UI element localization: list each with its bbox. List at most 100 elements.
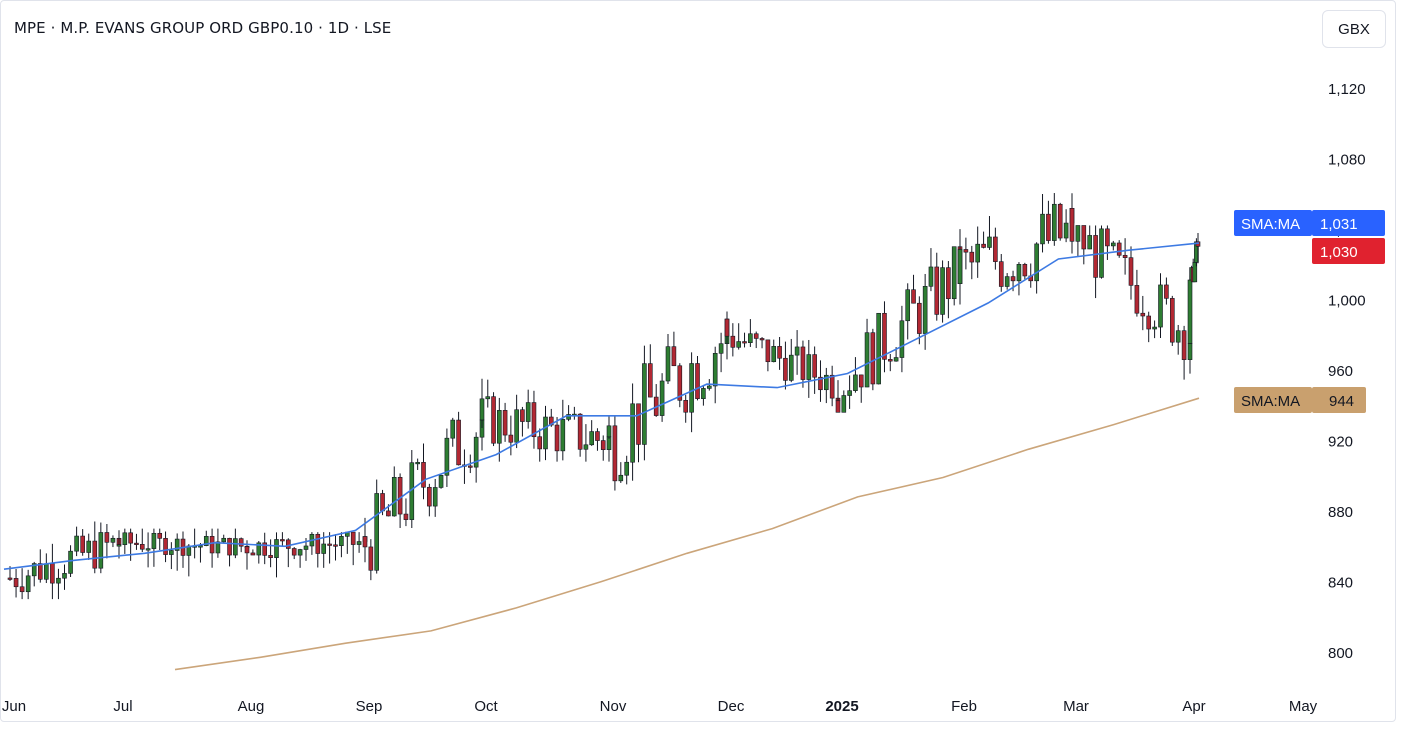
candle-up (1087, 235, 1092, 250)
candle-down (13, 578, 19, 588)
x-tick-label: Feb (951, 698, 977, 715)
candle-down (917, 302, 922, 334)
x-tick-label: Apr (1182, 698, 1205, 715)
candle-up (321, 543, 327, 554)
candle-down (1105, 228, 1110, 247)
candle-down (50, 563, 55, 584)
candle-up (847, 390, 852, 396)
candle-up (233, 538, 238, 556)
x-tick-label: May (1289, 698, 1318, 715)
candle-up (706, 385, 712, 389)
candle-up (806, 354, 812, 380)
candle-up (1158, 284, 1163, 328)
candle-up (256, 542, 262, 556)
candle-up (1004, 276, 1010, 287)
candle-up (566, 414, 571, 420)
x-tick-label: Jun (2, 698, 26, 715)
candle-down (695, 363, 700, 399)
candle-down (227, 537, 232, 556)
candle-down (333, 544, 338, 547)
candle-up (624, 461, 630, 476)
candle-down (380, 493, 385, 512)
candle-down (759, 338, 765, 341)
candle-down (829, 374, 835, 399)
candle-down (998, 261, 1004, 287)
candle-down (285, 539, 291, 549)
candle-down (612, 425, 618, 482)
candle-up (794, 346, 800, 356)
sma-fast-line (3, 242, 1200, 570)
candle-down (1093, 235, 1098, 278)
candle-up (975, 243, 980, 263)
candle-up (1016, 264, 1022, 282)
last-price-tag-value: 1,030 (1320, 244, 1358, 261)
sma-fast-tag-label: SMA:MA (1241, 216, 1300, 233)
candle-down (647, 363, 653, 398)
candle-down (1170, 298, 1175, 343)
candle-down (250, 552, 256, 556)
candle-up (274, 539, 279, 558)
candle-up (659, 380, 665, 416)
candle-down (268, 555, 273, 558)
candle-down (946, 267, 951, 300)
candle-down (812, 354, 817, 378)
candle-down (993, 236, 998, 262)
candle-down (280, 539, 285, 542)
candle-down (238, 538, 244, 547)
candle-down (134, 542, 139, 545)
y-tick-label: 960 (1328, 363, 1353, 380)
candle-up (771, 346, 777, 363)
candle-down (1181, 330, 1187, 360)
candle-down (969, 251, 975, 263)
candle-down (1122, 254, 1128, 258)
candle-down (157, 532, 163, 539)
candle-up (712, 353, 718, 387)
candle-down (636, 403, 641, 445)
candle-up (415, 462, 420, 465)
candle-down (730, 335, 736, 348)
candle-up (473, 436, 479, 468)
candle-up (122, 532, 128, 545)
candle-up (444, 437, 450, 476)
candle-down (858, 374, 864, 388)
candle-down (777, 346, 782, 359)
candle-down (368, 546, 374, 571)
candle-down (128, 532, 133, 544)
candle-down (315, 533, 321, 554)
candle-down (742, 341, 747, 344)
candle-up (25, 575, 31, 593)
candle-down (350, 531, 356, 545)
sma-slow-tag: SMA:MA 944 (1234, 387, 1366, 413)
candle-down (600, 440, 606, 450)
candle-up (297, 549, 303, 556)
candle-down (554, 424, 560, 452)
candle-down (291, 548, 297, 556)
candle-up (86, 540, 92, 553)
candle-down (467, 465, 473, 468)
candle-up (893, 357, 899, 362)
candle-up (514, 409, 519, 443)
sma-fast-tag: SMA:MA 1,031 (1234, 210, 1385, 236)
candle-up (583, 444, 589, 450)
candle-down (934, 266, 940, 315)
candle-down (491, 396, 496, 444)
candle-up (145, 548, 151, 551)
candle-up (1187, 343, 1193, 360)
candle-down (765, 339, 771, 363)
candle-up (485, 396, 491, 400)
candle-down (1128, 257, 1134, 286)
candle-up (689, 363, 694, 413)
candle-up (736, 341, 741, 348)
candle-up (1052, 203, 1057, 241)
candle-up (44, 563, 49, 580)
candle-down (677, 365, 683, 401)
candle-down (1140, 312, 1146, 317)
candle-up (169, 550, 174, 555)
y-tick-label: 880 (1328, 504, 1353, 521)
candle-up (151, 532, 157, 549)
currency-button[interactable]: GBX (1322, 10, 1386, 48)
candle-up (951, 246, 957, 300)
chart-title: MPE · M.P. EVANS GROUP ORD GBP0.10 · 1D … (14, 19, 392, 37)
